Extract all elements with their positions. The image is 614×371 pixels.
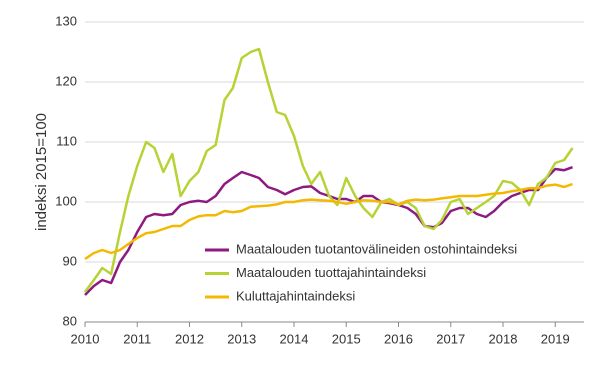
y-axis-label: indeksi 2015=100 bbox=[33, 113, 50, 231]
y-tick-label: 120 bbox=[55, 73, 77, 88]
x-tick-label: 2019 bbox=[541, 331, 570, 346]
x-tick-label: 2010 bbox=[71, 331, 100, 346]
x-tick-label: 2011 bbox=[123, 331, 151, 346]
x-tick-label: 2013 bbox=[227, 331, 256, 346]
x-tick-label: 2018 bbox=[489, 331, 518, 346]
line bbox=[84, 182, 573, 261]
y-tick-label: 90 bbox=[63, 253, 77, 268]
x-tick-label: 2016 bbox=[384, 331, 413, 346]
x-tick-label: 2014 bbox=[280, 331, 309, 346]
legend-label: Maatalouden tuottajahintaindeksi bbox=[236, 265, 426, 280]
legend-label: Maatalouden tuotantovälineiden ostohinta… bbox=[236, 241, 517, 256]
y-tick-label: 110 bbox=[56, 133, 77, 148]
x-tick-label: 2012 bbox=[175, 331, 204, 346]
line bbox=[83, 47, 574, 293]
x-tick-label: 2017 bbox=[436, 331, 465, 346]
x-tick-label: 2015 bbox=[332, 331, 361, 346]
y-tick-label: 80 bbox=[63, 313, 77, 328]
legend-label: Kuluttajahintaindeksi bbox=[236, 288, 355, 303]
y-tick-label: 130 bbox=[55, 13, 77, 28]
y-tick-label: 100 bbox=[55, 193, 77, 208]
